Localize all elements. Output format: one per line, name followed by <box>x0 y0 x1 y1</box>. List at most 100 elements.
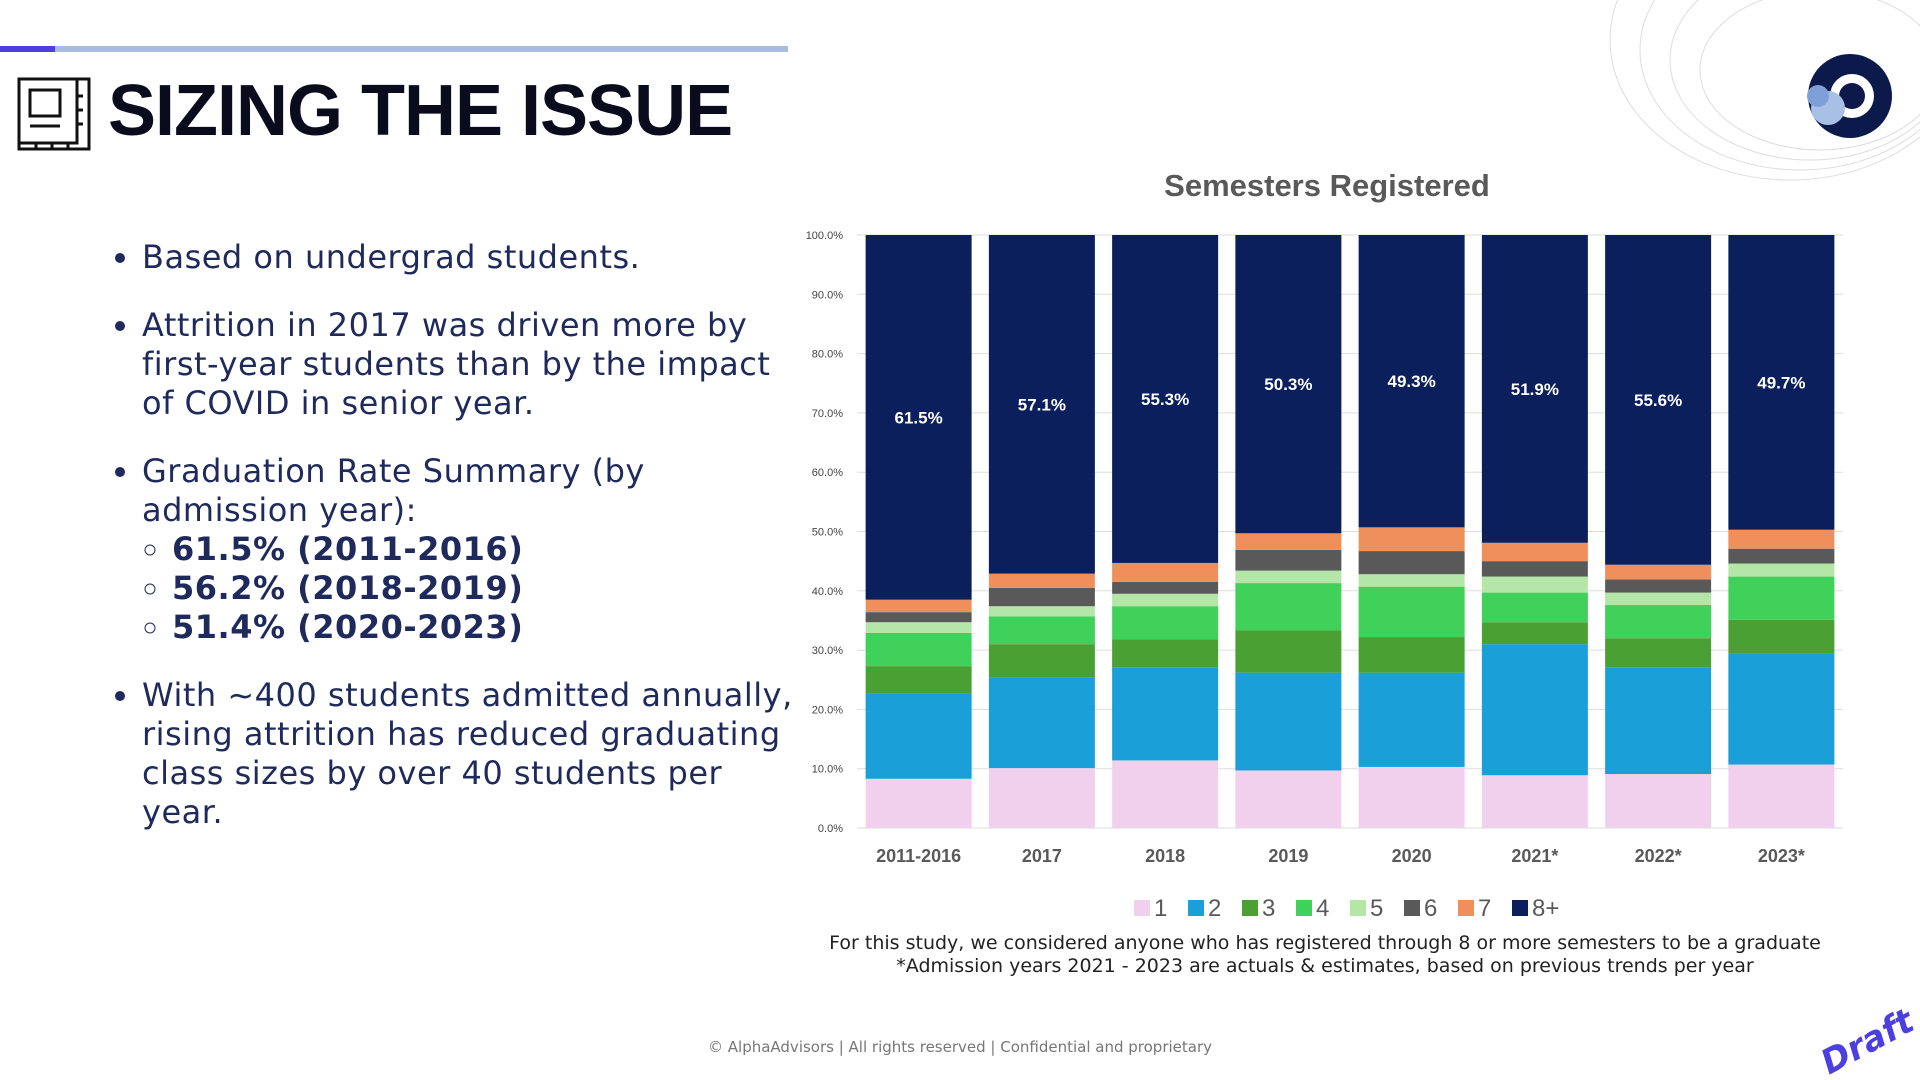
y-tick-label: 100.0% <box>806 230 844 242</box>
bar-segment <box>1358 574 1465 587</box>
bar-segment <box>1605 235 1712 565</box>
bar-segment <box>1358 766 1465 828</box>
bar-segment <box>1605 638 1712 668</box>
x-tick-label: 2020 <box>1392 846 1432 866</box>
data-label: 49.7% <box>1757 373 1805 392</box>
bar-segment <box>865 778 972 828</box>
bar-segment <box>1728 653 1835 765</box>
y-tick-label: 30.0% <box>812 645 843 657</box>
bullet-text: Graduation Rate Summary (by admission ye… <box>142 452 645 529</box>
x-tick-label: 2011-2016 <box>876 846 961 866</box>
bar-segment <box>988 768 1095 828</box>
data-label: 51.9% <box>1511 380 1559 399</box>
legend-label: 6 <box>1424 895 1437 920</box>
bar-segment <box>1112 235 1219 563</box>
bar-segment <box>865 632 972 667</box>
data-label: 61.5% <box>895 408 943 427</box>
y-tick-label: 70.0% <box>812 408 843 420</box>
bar-segment <box>1235 672 1342 771</box>
bar-segment <box>1235 770 1342 828</box>
rule-line <box>55 46 788 52</box>
footer: © AlphaAdvisors | All rights reserved | … <box>708 1038 1212 1056</box>
title-icon <box>17 77 91 151</box>
bar-segment <box>1481 644 1588 776</box>
x-tick-label: 2018 <box>1145 846 1185 866</box>
bar-segment <box>865 622 972 633</box>
bar-segment <box>988 616 1095 645</box>
chart-title: Semesters Registered <box>1164 168 1490 203</box>
bullet: Based on undergrad students. <box>142 238 802 277</box>
bar-segment <box>865 235 972 600</box>
bar-segment <box>1481 235 1588 543</box>
bar-segment <box>1112 593 1219 607</box>
bar-segment <box>1358 672 1465 767</box>
data-label: 49.3% <box>1388 372 1436 391</box>
accent-line <box>0 46 55 52</box>
bullet: With ~400 students admitted annually, ri… <box>142 676 802 832</box>
bar-segment <box>1728 619 1835 654</box>
bar-segment <box>1481 576 1588 593</box>
bar-segment <box>1358 551 1465 575</box>
bar-segment <box>1728 235 1835 530</box>
legend-label: 4 <box>1316 895 1329 920</box>
bar-segment <box>1358 586 1465 638</box>
bar-segment <box>1235 533 1342 550</box>
bar-segment <box>1235 630 1342 673</box>
x-tick-label: 2019 <box>1268 846 1308 866</box>
bar-segment <box>1358 527 1465 552</box>
y-tick-label: 40.0% <box>812 586 843 598</box>
bar-segment <box>1605 592 1712 606</box>
bar-segment <box>988 587 1095 607</box>
bar-segment <box>1235 235 1342 534</box>
bullet: Attrition in 2017 was driven more by fir… <box>142 306 802 423</box>
y-tick-label: 50.0% <box>812 527 843 539</box>
legend-swatch <box>1404 900 1420 916</box>
bar-segment <box>1605 579 1712 593</box>
bar-segment <box>1112 760 1219 828</box>
data-label: 55.3% <box>1141 390 1189 409</box>
bullet-list: Based on undergrad students. Attrition i… <box>110 238 802 861</box>
y-tick-label: 0.0% <box>818 823 843 835</box>
y-tick-label: 90.0% <box>812 289 843 301</box>
bar-segment <box>1358 235 1465 528</box>
bar-segment <box>865 599 972 613</box>
bullet-text: Based on undergrad students. <box>142 238 641 276</box>
sub-bullet: 56.2% (2018-2019) <box>172 569 802 608</box>
bar-segment <box>1235 583 1342 631</box>
sub-list: 61.5% (2011-2016) 56.2% (2018-2019) 51.4… <box>142 530 802 647</box>
legend-swatch <box>1350 900 1366 916</box>
sub-bullet: 51.4% (2020-2023) <box>172 608 802 647</box>
sub-bullet: 61.5% (2011-2016) <box>172 530 802 569</box>
data-label: 50.3% <box>1264 375 1312 394</box>
bar-segment <box>1728 529 1835 549</box>
bullet-text: Attrition in 2017 was driven more by fir… <box>142 306 771 422</box>
legend-swatch <box>1242 900 1258 916</box>
bullet-text: With ~400 students admitted annually, ri… <box>142 676 793 831</box>
x-tick-label: 2023* <box>1758 846 1805 866</box>
bar-segment <box>1481 592 1588 623</box>
bar-segment <box>1235 549 1342 571</box>
bar-segment <box>1358 637 1465 673</box>
bar-segment <box>865 693 972 779</box>
bar-segment <box>865 612 972 623</box>
decor <box>1609 0 1920 181</box>
note: For this study, we considered anyone who… <box>829 932 1821 954</box>
bar-segment <box>1481 561 1588 577</box>
legend-label: 2 <box>1208 895 1221 920</box>
bar-segment <box>1728 563 1835 577</box>
bar-segment <box>1605 564 1712 580</box>
legend-swatch <box>1188 900 1204 916</box>
bullet: Graduation Rate Summary (by admission ye… <box>142 452 802 647</box>
legend-label: 1 <box>1154 895 1167 920</box>
legend-label: 3 <box>1262 895 1275 920</box>
y-tick-label: 60.0% <box>812 467 843 479</box>
y-tick-label: 80.0% <box>812 349 843 361</box>
legend-label: 5 <box>1370 895 1383 920</box>
x-tick-label: 2021* <box>1511 846 1558 866</box>
bar-segment <box>1112 606 1219 640</box>
legend-swatch <box>1458 900 1474 916</box>
legend-label: 8+ <box>1532 895 1559 920</box>
bar-segment <box>1605 774 1712 828</box>
bar-segment <box>865 666 972 694</box>
bar-segment <box>988 573 1095 588</box>
